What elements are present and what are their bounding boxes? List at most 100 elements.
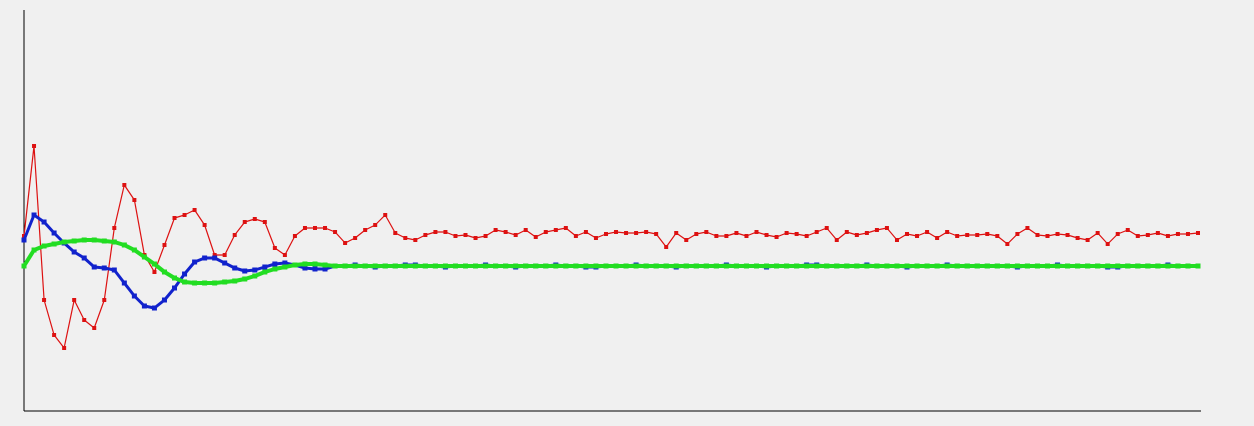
point — [935, 236, 940, 240]
point — [162, 243, 167, 247]
point — [91, 264, 97, 270]
point — [995, 234, 1000, 238]
point — [1145, 233, 1150, 237]
point — [1035, 233, 1040, 237]
point — [333, 230, 338, 234]
point — [874, 228, 879, 232]
point — [563, 263, 569, 269]
point — [473, 263, 479, 269]
point — [202, 280, 208, 286]
point — [312, 266, 318, 272]
point — [262, 264, 268, 270]
point — [894, 238, 899, 242]
point — [413, 238, 418, 242]
point — [774, 263, 780, 269]
point — [41, 243, 47, 249]
point — [844, 230, 849, 234]
point — [182, 271, 188, 277]
point — [232, 278, 238, 284]
point — [1145, 263, 1151, 269]
point — [1085, 238, 1090, 242]
point — [112, 226, 117, 230]
point — [975, 233, 980, 237]
point — [673, 263, 679, 269]
series-line — [22, 213, 1198, 310]
point — [463, 263, 469, 269]
point — [714, 234, 719, 238]
point — [794, 232, 799, 236]
point — [1065, 233, 1070, 237]
point — [252, 217, 257, 221]
point — [31, 247, 37, 253]
series-line — [22, 238, 1198, 285]
point — [252, 267, 258, 273]
point — [222, 260, 228, 266]
point — [814, 263, 820, 269]
point — [172, 275, 178, 281]
point — [945, 230, 950, 234]
point — [523, 228, 528, 232]
point — [412, 263, 418, 269]
point — [122, 183, 127, 187]
point — [202, 255, 208, 261]
point — [844, 263, 850, 269]
point — [21, 237, 27, 243]
point — [764, 233, 769, 237]
point — [824, 263, 830, 269]
point — [744, 234, 749, 238]
point — [1024, 263, 1030, 269]
point — [644, 230, 649, 234]
point — [242, 276, 248, 282]
point — [422, 263, 428, 269]
point — [373, 223, 378, 227]
point — [764, 263, 770, 269]
point — [242, 220, 247, 224]
point — [1014, 263, 1020, 269]
point — [212, 255, 218, 261]
point — [322, 262, 328, 268]
point — [944, 263, 950, 269]
point — [161, 269, 167, 275]
point — [393, 231, 398, 235]
point — [71, 249, 77, 255]
point — [1196, 231, 1200, 235]
point — [483, 234, 488, 238]
point — [1165, 234, 1170, 238]
point — [161, 297, 167, 303]
point — [974, 263, 980, 269]
point — [42, 298, 47, 302]
point — [593, 263, 599, 269]
point — [362, 263, 368, 269]
point — [232, 233, 237, 237]
point — [332, 263, 338, 269]
point — [152, 270, 157, 274]
point — [864, 263, 870, 269]
point — [252, 273, 258, 279]
point — [92, 326, 97, 330]
point — [21, 263, 27, 269]
point — [102, 298, 107, 302]
point — [1085, 263, 1091, 269]
point — [633, 263, 639, 269]
point — [222, 253, 227, 257]
point — [643, 263, 649, 269]
point — [1195, 263, 1201, 269]
point — [1055, 263, 1061, 269]
point — [583, 230, 588, 234]
point — [292, 262, 298, 268]
point — [51, 230, 57, 236]
point — [734, 231, 739, 235]
point — [834, 263, 840, 269]
point — [232, 265, 238, 271]
point — [905, 232, 910, 236]
point — [784, 263, 790, 269]
point — [71, 238, 77, 244]
point — [453, 234, 458, 238]
point — [553, 228, 558, 232]
point — [353, 236, 358, 240]
point — [743, 263, 749, 269]
point — [603, 232, 608, 236]
point — [1065, 263, 1071, 269]
point — [192, 208, 197, 212]
point — [1135, 234, 1140, 238]
